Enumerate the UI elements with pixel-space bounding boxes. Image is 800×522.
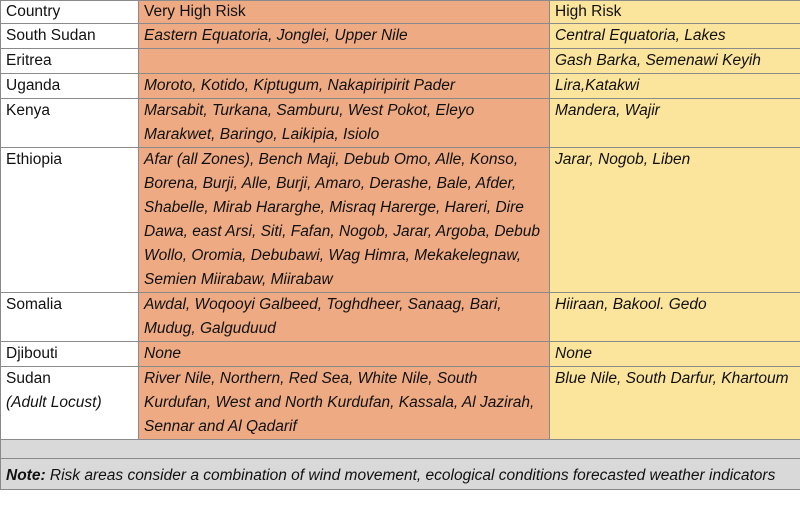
very-high-risk-cell: River Nile, Northern, Red Sea, White Nil… xyxy=(138,366,550,440)
note-text: Risk areas consider a combination of win… xyxy=(45,467,776,484)
header-row: Country Very High Risk High Risk xyxy=(0,0,800,24)
very-high-risk-cell: Marsabit, Turkana, Samburu, West Pokot, … xyxy=(138,98,550,148)
very-high-risk-cell: None xyxy=(138,341,550,367)
country-name: Djibouti xyxy=(6,345,58,362)
header-country: Country xyxy=(0,0,139,24)
country-cell: Sudan (Adult Locust) xyxy=(0,366,139,440)
country-name: Eritrea xyxy=(6,52,52,69)
table-row: Eritrea Gash Barka, Semenawi Keyih xyxy=(0,48,800,74)
high-risk-cell: Central Equatoria, Lakes xyxy=(549,23,800,49)
very-high-risk-cell xyxy=(138,48,550,74)
note-spacer xyxy=(0,439,800,459)
country-cell: Uganda xyxy=(0,73,139,99)
high-risk-cell: None xyxy=(549,341,800,367)
very-high-risk-cell: Afar (all Zones), Bench Maji, Debub Omo,… xyxy=(138,147,550,293)
country-cell: Kenya xyxy=(0,98,139,148)
note-row: Note: Risk areas consider a combination … xyxy=(0,458,800,490)
table-row: Uganda Moroto, Kotido, Kiptugum, Nakapir… xyxy=(0,73,800,99)
country-cell: Eritrea xyxy=(0,48,139,74)
very-high-risk-cell: Moroto, Kotido, Kiptugum, Nakapiripirit … xyxy=(138,73,550,99)
high-risk-cell: Mandera, Wajir xyxy=(549,98,800,148)
table-row: Sudan (Adult Locust) River Nile, Norther… xyxy=(0,366,800,440)
very-high-risk-cell: Eastern Equatoria, Jonglei, Upper Nile xyxy=(138,23,550,49)
table-row: Djibouti None None xyxy=(0,341,800,367)
country-name: Kenya xyxy=(6,102,50,119)
very-high-risk-cell: Awdal, Woqooyi Galbeed, Toghdheer, Sanaa… xyxy=(138,292,550,342)
country-cell: South Sudan xyxy=(0,23,139,49)
high-risk-cell: Lira,Katakwi xyxy=(549,73,800,99)
table-row: South Sudan Eastern Equatoria, Jonglei, … xyxy=(0,23,800,49)
header-very-high-risk: Very High Risk xyxy=(138,0,550,24)
country-name: Uganda xyxy=(6,77,61,94)
country-name: Ethiopia xyxy=(6,151,63,168)
risk-table: Country Very High Risk High Risk South S… xyxy=(0,0,800,490)
country-name: Sudan xyxy=(6,370,51,387)
high-risk-cell: Blue Nile, South Darfur, Khartoum xyxy=(549,366,800,440)
table-row: Ethiopia Afar (all Zones), Bench Maji, D… xyxy=(0,147,800,293)
country-cell: Somalia xyxy=(0,292,139,342)
high-risk-cell: Hiiraan, Bakool. Gedo xyxy=(549,292,800,342)
country-name: South Sudan xyxy=(6,27,96,44)
country-cell: Ethiopia xyxy=(0,147,139,293)
high-risk-cell: Jarar, Nogob, Liben xyxy=(549,147,800,293)
header-high-risk: High Risk xyxy=(549,0,800,24)
country-name: Somalia xyxy=(6,296,62,313)
country-subtitle: (Adult Locust) xyxy=(6,394,102,411)
table-row: Somalia Awdal, Woqooyi Galbeed, Toghdhee… xyxy=(0,292,800,342)
note-spacer-row xyxy=(0,439,800,459)
country-cell: Djibouti xyxy=(0,341,139,367)
note-label: Note: xyxy=(6,467,46,484)
table-row: Kenya Marsabit, Turkana, Samburu, West P… xyxy=(0,98,800,148)
high-risk-cell: Gash Barka, Semenawi Keyih xyxy=(549,48,800,74)
note-cell: Note: Risk areas consider a combination … xyxy=(0,458,800,490)
